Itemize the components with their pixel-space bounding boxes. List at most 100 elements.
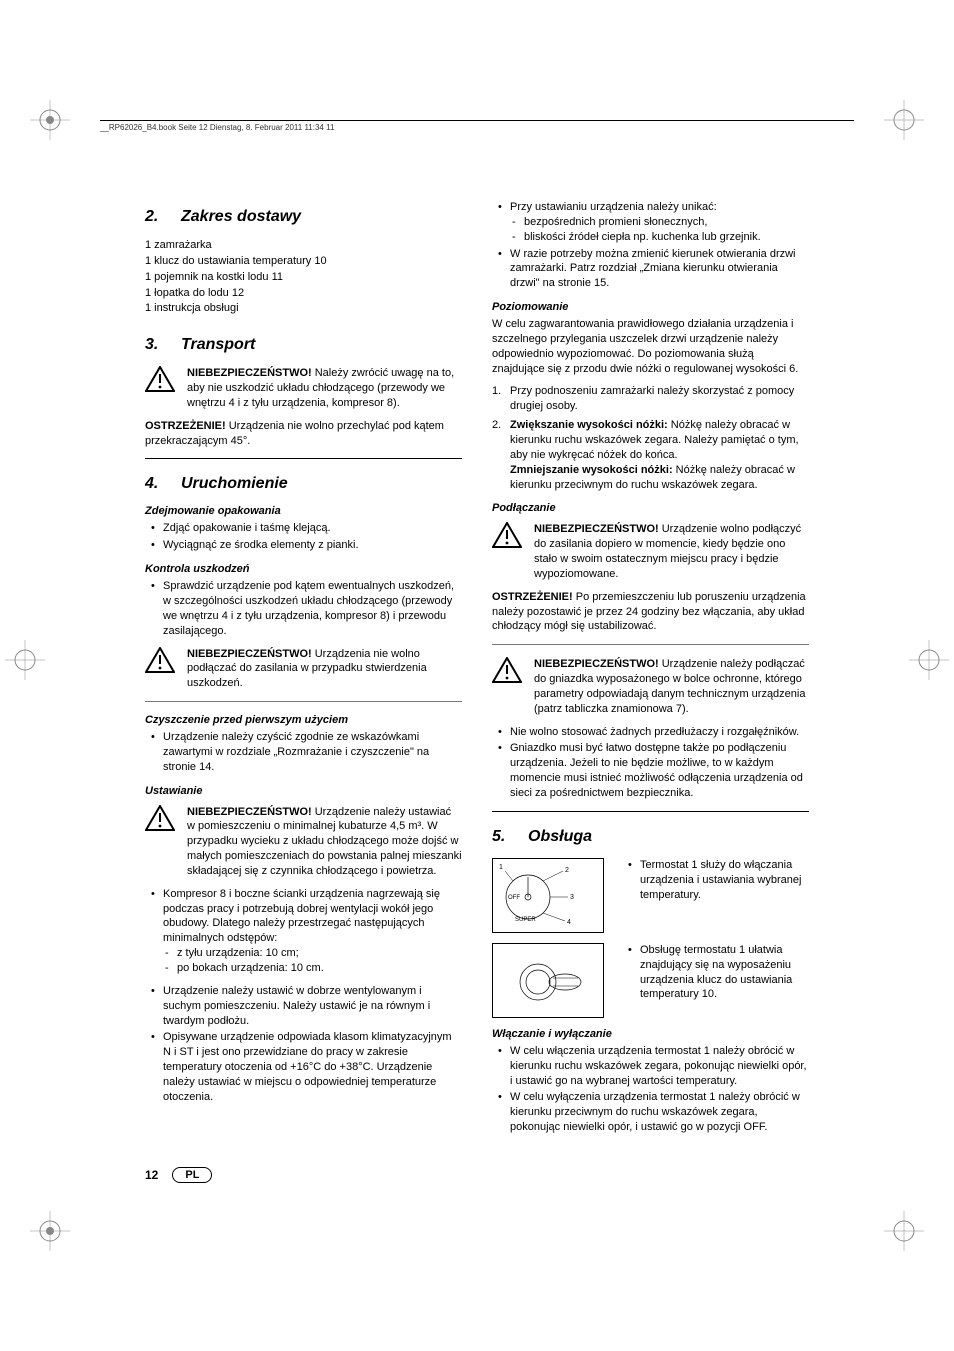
left-column: 2.Zakres dostawy 1 zamrażarka 1 klucz do… [145, 200, 462, 1143]
thermostat-key-figure [492, 943, 604, 1018]
list-item: W celu wyłączenia urządzenia termostat 1… [492, 1090, 809, 1135]
bullet-list: Sprawdzić urządzenie pod kątem ewentualn… [145, 579, 462, 638]
list-item: Gniazdko musi być łatwo dostępne także p… [492, 741, 809, 800]
dash-item: po bokach urządzenia: 10 cm. [163, 961, 462, 976]
warn-label: NIEBEZPIECZEŃSTWO! [534, 523, 659, 535]
figure-row-2: Obsługę termostatu 1 ułatwia znajdujący … [492, 943, 809, 1018]
svg-text:3: 3 [570, 894, 574, 901]
bullet-list: Zdjąć opakowanie i taśmę klejącą. Wyciąg… [145, 521, 462, 553]
section-num: 5. [492, 828, 528, 846]
list-item: 1 klucz do ustawiania temperatury 10 [145, 254, 462, 269]
section-num: 2. [145, 208, 181, 226]
list-item: 2.Zwiększanie wysokości nóżki: Nóżkę nal… [492, 418, 809, 492]
warning-block: NIEBEZPIECZEŃSTWO! Należy zwrócić uwagę … [145, 366, 462, 411]
ostr-label: OSTRZEŻENIE! [492, 591, 573, 603]
list-item: Urządzenie należy czyścić zgodnie ze wsk… [145, 730, 462, 775]
crop-mark-tl [30, 100, 70, 140]
crop-mark-tr [884, 100, 924, 140]
item-label: Zmniejszanie wysokości nóżki: [510, 464, 673, 476]
crop-mark-br [884, 1211, 924, 1251]
sub-wl: Włączanie i wyłączanie [492, 1028, 809, 1040]
dash-item: bliskości źródeł ciepła np. kuchenka lub… [510, 230, 809, 245]
warning-icon [145, 805, 177, 879]
bullet-list: Przy ustawianiu urządzenia należy unikać… [492, 200, 809, 291]
divider [492, 644, 809, 645]
warning-block: NIEBEZPIECZEŃSTWO! Urządzenie wolno podł… [492, 522, 809, 581]
warning-block: NIEBEZPIECZEŃSTWO! Urządzenie należy pod… [492, 657, 809, 716]
ostr-label: OSTRZEŻENIE! [145, 420, 226, 432]
bullet-list: W celu włączenia urządzenia termostat 1 … [492, 1044, 809, 1135]
warn-label: NIEBEZPIECZEŃSTWO! [187, 648, 312, 660]
caution-text: OSTRZEŻENIE! Po przemieszczeniu lub poru… [492, 590, 809, 635]
bullet-list: Urządzenie należy ustawić w dobrze wenty… [145, 984, 462, 1105]
list-item: Zdjąć opakowanie i taśmę klejącą. [145, 521, 462, 536]
warning-block: NIEBEZPIECZEŃSTWO! Urządzenie należy ust… [145, 805, 462, 879]
list-item: 1.Przy podnoszeniu zamrażarki należy sko… [492, 384, 809, 414]
warning-icon [492, 522, 524, 581]
bullet-list: Kompresor 8 i boczne ścianki urządzenia … [145, 887, 462, 976]
section-num: 4. [145, 475, 181, 493]
crop-mark-mr [909, 640, 949, 680]
section-text: Obsługa [528, 828, 592, 845]
list-item: 1 zamrażarka [145, 238, 462, 253]
svg-text:2: 2 [565, 867, 569, 874]
bullet-list: Urządzenie należy czyścić zgodnie ze wsk… [145, 730, 462, 775]
dash-item: z tyłu urządzenia: 10 cm; [163, 946, 462, 961]
list-item: Przy ustawianiu urządzenia należy unikać… [492, 200, 809, 245]
divider [492, 811, 809, 812]
list-item: W razie potrzeby można zmienić kierunek … [492, 247, 809, 292]
warn-label: NIEBEZPIECZEŃSTWO! [187, 367, 312, 379]
section-text: Transport [181, 336, 255, 353]
list-item: 1 instrukcja obsługi [145, 301, 462, 316]
warning-icon [145, 647, 177, 692]
list-item: 1 łopatka do lodu 12 [145, 286, 462, 301]
right-column: Przy ustawianiu urządzenia należy unikać… [492, 200, 809, 1143]
crop-mark-bl [30, 1211, 70, 1251]
svg-text:1: 1 [499, 864, 503, 871]
page-footer: 12 PL [145, 1167, 212, 1183]
caution-text: OSTRZEŻENIE! Urządzenia nie wolno przech… [145, 419, 462, 449]
delivery-list: 1 zamrażarka 1 klucz do ustawiania tempe… [145, 238, 462, 316]
sub-kontrola: Kontrola uszkodzeń [145, 563, 462, 575]
item-text: Przy ustawianiu urządzenia należy unikać… [510, 201, 717, 213]
warn-label: NIEBEZPIECZEŃSTWO! [534, 658, 659, 670]
sub-poz: Poziomowanie [492, 301, 809, 313]
item-label: Zwiększanie wysokości nóżki: [510, 419, 668, 431]
warn-label: NIEBEZPIECZEŃSTWO! [187, 806, 312, 818]
crop-mark-ml [5, 640, 45, 680]
sub-pod: Podłączanie [492, 502, 809, 514]
list-item: W celu włączenia urządzenia termostat 1 … [492, 1044, 809, 1089]
language-badge: PL [172, 1167, 212, 1183]
list-item: Nie wolno stosować żadnych przedłużaczy … [492, 725, 809, 740]
item-text: Kompresor 8 i boczne ścianki urządzenia … [163, 888, 440, 945]
sub-zdej: Zdejmowanie opakowania [145, 505, 462, 517]
svg-text:SUPER: SUPER [515, 917, 536, 923]
list-item: Kompresor 8 i boczne ścianki urządzenia … [145, 887, 462, 976]
figure-row-1: 1 2 3 4 OFF SUPER Termostat 1 służy do w… [492, 858, 809, 933]
dash-item: bezpośrednich promieni słonecznych, [510, 215, 809, 230]
header-text: __RP62026_B4.book Seite 12 Dienstag, 8. … [100, 123, 334, 132]
list-item: Obsługę termostatu 1 ułatwia znajdujący … [622, 943, 809, 1002]
section-text: Zakres dostawy [181, 208, 301, 225]
list-item: Opisywane urządzenie odpowiada klasom kl… [145, 1030, 462, 1104]
divider [145, 701, 462, 702]
warning-block: NIEBEZPIECZEŃSTWO! Urządzenia nie wolno … [145, 647, 462, 692]
intro-text: W celu zagwarantowania prawidłowego dzia… [492, 317, 809, 376]
thermostat-dial-figure: 1 2 3 4 OFF SUPER [492, 858, 604, 933]
section-4-title: 4.Uruchomienie [145, 475, 462, 493]
section-num: 3. [145, 336, 181, 354]
list-item: Termostat 1 służy do włączania urządzeni… [622, 858, 809, 903]
section-text: Uruchomienie [181, 475, 288, 492]
numbered-list: 1.Przy podnoszeniu zamrażarki należy sko… [492, 384, 809, 492]
section-2-title: 2.Zakres dostawy [145, 208, 462, 226]
item-text: Przy podnoszeniu zamrażarki należy skorz… [510, 385, 794, 412]
section-5-title: 5.Obsługa [492, 828, 809, 846]
svg-text:4: 4 [567, 919, 571, 926]
warning-icon [492, 657, 524, 716]
bullet-list: Nie wolno stosować żadnych przedłużaczy … [492, 725, 809, 801]
svg-text:OFF: OFF [508, 895, 520, 901]
list-item: Wyciągnąć ze środka elementy z pianki. [145, 538, 462, 553]
sub-czysz: Czyszczenie przed pierwszym użyciem [145, 714, 462, 726]
list-item: Sprawdzić urządzenie pod kątem ewentualn… [145, 579, 462, 638]
list-item: 1 pojemnik na kostki lodu 11 [145, 270, 462, 285]
